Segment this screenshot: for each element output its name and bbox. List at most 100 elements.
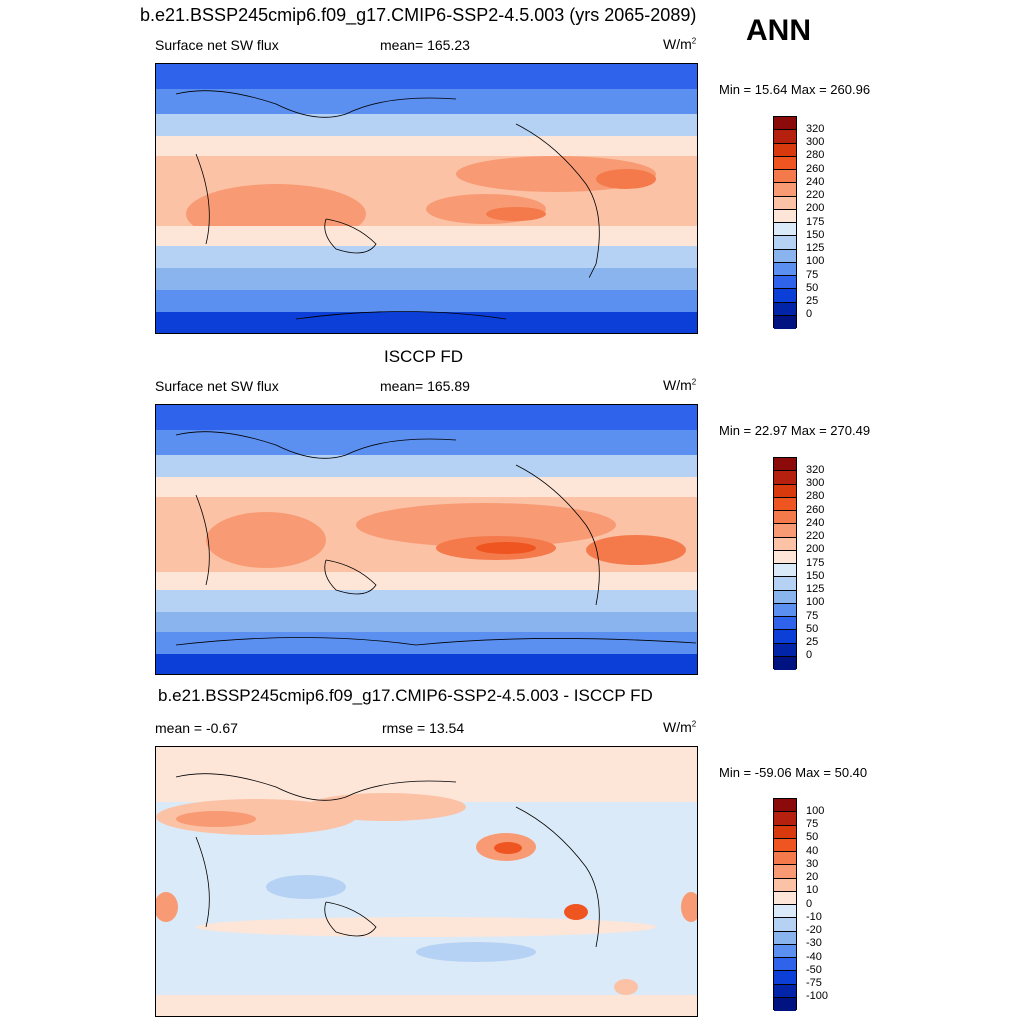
colorbar-swatch (774, 812, 796, 826)
colorbar-swatch (774, 838, 796, 852)
panel2-title: ISCCP FD (384, 347, 464, 366)
colorbar-tick-label: 300 (806, 136, 825, 148)
colorbar-swatch (774, 276, 796, 290)
colorbar-tick-label: -75 (806, 977, 822, 989)
colorbar-swatch (774, 130, 796, 144)
panel2-variable-label: Surface net SW flux (155, 378, 279, 394)
panel1-variable-label: Surface net SW flux (155, 37, 279, 53)
panel1-mean-label: mean= 165.23 (380, 37, 470, 53)
colorbar-swatch (774, 630, 796, 644)
colorbar-swatch (774, 511, 796, 525)
colorbar-tick-label: 260 (806, 503, 825, 516)
colorbar-swatch (774, 617, 796, 631)
colorbar-swatch (774, 852, 796, 866)
colorbar-swatch (774, 183, 796, 197)
colorbar-swatch (774, 117, 796, 131)
colorbar-swatch (774, 484, 796, 498)
colorbar-swatch (774, 458, 796, 472)
colorbar-swatch (774, 550, 796, 564)
colorbar-tick-label: 280 (806, 490, 825, 503)
colorbar-swatch (774, 590, 796, 604)
colorbar-swatch (774, 249, 796, 263)
colorbar-swatch (774, 656, 796, 670)
colorbar-tick-label: 50 (806, 281, 819, 294)
colorbar-swatch (774, 931, 796, 945)
panel3-unit-label: W/m2 (663, 719, 697, 735)
colorbar-swatch (774, 170, 796, 184)
colorbar-swatch (774, 577, 796, 591)
colorbar-swatch (774, 905, 796, 919)
colorbar-tick-label: 50 (806, 831, 819, 844)
colorbar-swatch (774, 236, 796, 250)
colorbar-tick-label: 0 (806, 649, 813, 662)
colorbar-swatch (774, 997, 796, 1011)
panel2-map (155, 404, 698, 675)
colorbar-tick-label: 30 (806, 857, 819, 870)
colorbar-swatch (774, 865, 796, 879)
colorbar-swatch (774, 564, 796, 578)
colorbar-swatch (774, 918, 796, 932)
colorbar-swatch (774, 958, 796, 972)
colorbar-tick-label: 10 (806, 884, 819, 897)
colorbar-tick-label: 75 (806, 609, 819, 622)
colorbar-tick-label: 175 (806, 556, 825, 569)
colorbar-swatch (774, 643, 796, 657)
colorbar-tick-label: 50 (806, 622, 819, 635)
colorbar-tick-label: 150 (806, 228, 825, 241)
colorbar-tick-label: -100 (806, 990, 829, 1003)
colorbar-swatch (774, 799, 796, 813)
panel3-rmse-label: rmse = 13.54 (382, 720, 465, 736)
colorbar-swatch (774, 537, 796, 551)
colorbar-tick-label: 20 (806, 871, 819, 883)
colorbar-tick-label: 75 (806, 268, 819, 281)
panel1-colorbar (773, 116, 797, 329)
panel1-map (155, 63, 698, 334)
colorbar-swatch (774, 497, 796, 511)
colorbar-swatch (774, 143, 796, 157)
colorbar-swatch (774, 944, 796, 958)
colorbar-tick-label: 300 (806, 477, 825, 489)
colorbar-tick-label: 220 (806, 530, 825, 542)
colorbar-tick-label: 320 (806, 463, 825, 476)
panel2-minmax: Min = 22.97 Max = 270.49 (719, 423, 871, 438)
colorbar-tick-label: 260 (806, 162, 825, 175)
colorbar-swatch (774, 471, 796, 485)
colorbar-tick-label: 240 (806, 516, 825, 529)
panel3-title: b.e21.BSSP245cmip6.f09_g17.CMIP6-SSP2-4.… (158, 686, 653, 705)
colorbar-tick-label: 40 (806, 844, 819, 857)
colorbar-tick-label: -40 (806, 950, 822, 963)
colorbar-tick-label: 25 (806, 636, 819, 648)
colorbar-tick-label: 100 (806, 804, 825, 817)
panel2-unit-label: W/m2 (663, 377, 697, 393)
panel1-unit-label: W/m2 (663, 36, 697, 52)
colorbar-swatch (774, 223, 796, 237)
colorbar-tick-label: 0 (806, 308, 813, 321)
panel2-colorbar (773, 457, 797, 670)
colorbar-tick-label: 220 (806, 189, 825, 201)
panel3-minmax: Min = -59.06 Max = 50.40 (719, 765, 868, 780)
colorbar-tick-label: 280 (806, 149, 825, 162)
colorbar-swatch (774, 262, 796, 276)
colorbar-tick-label: -30 (806, 937, 822, 950)
colorbar-tick-label: 240 (806, 175, 825, 188)
colorbar-swatch (774, 315, 796, 329)
colorbar-tick-label: 150 (806, 569, 825, 582)
colorbar-tick-label: 100 (806, 255, 825, 268)
colorbar-tick-label: -50 (806, 963, 822, 976)
colorbar-swatch (774, 209, 796, 223)
colorbar-tick-label: 175 (806, 215, 825, 228)
panel3-colorbar (773, 798, 797, 1011)
colorbar-tick-label: -20 (806, 924, 822, 936)
main-title: b.e21.BSSP245cmip6.f09_g17.CMIP6-SSP2-4.… (140, 5, 697, 25)
colorbar-swatch (774, 302, 796, 316)
panel3-map (155, 746, 698, 1017)
colorbar-tick-label: 200 (806, 202, 825, 215)
colorbar-tick-label: 200 (806, 543, 825, 556)
colorbar-swatch (774, 891, 796, 905)
colorbar-swatch (774, 524, 796, 538)
colorbar-tick-label: 100 (806, 596, 825, 609)
colorbar-tick-label: 125 (806, 583, 825, 595)
panel1-minmax: Min = 15.64 Max = 260.96 (719, 82, 871, 97)
colorbar-swatch (774, 603, 796, 617)
panel3-mean-label: mean = -0.67 (155, 720, 238, 736)
